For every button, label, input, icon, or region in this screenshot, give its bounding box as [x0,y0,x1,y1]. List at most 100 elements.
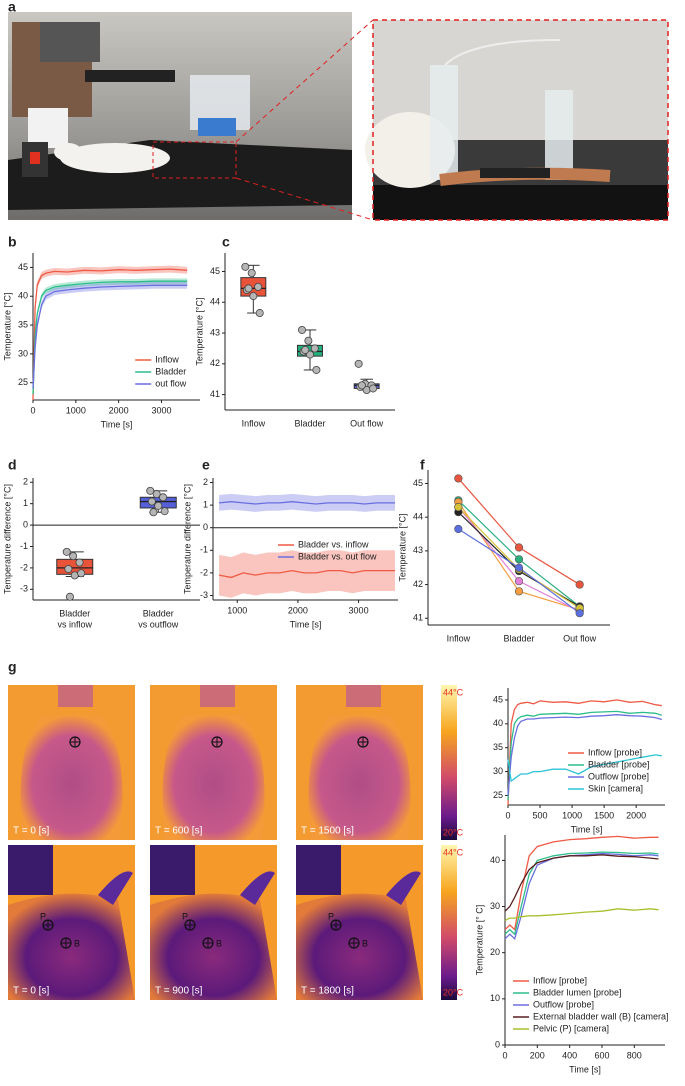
x-tick-label: 1000 [66,405,86,415]
colorbar-label: 44°C [443,687,464,697]
error-band [219,550,395,598]
series-line [507,710,662,801]
x-axis-title: Time [s] [290,619,322,629]
legend-label: Bladder vs. out flow [298,551,377,561]
y-tick-label: 0 [203,522,208,532]
series-line [504,854,659,912]
y-tick-label: 40 [490,855,500,865]
colorbar [441,845,457,1000]
y-tick-label: 45 [210,266,220,276]
y-tick-label: -1 [200,545,208,555]
data-point [575,580,584,589]
data-point [514,563,524,572]
legend-label: Inflow [probe] [588,747,642,757]
y-tick-label: -3 [200,590,208,600]
data-point [244,284,253,293]
legend-label: Bladder lumen [probe] [533,987,622,997]
y-tick-label: 43 [413,545,423,555]
x-tick-label: 3000 [151,405,171,415]
x-tick-label: Bladder [59,608,90,618]
frame-label: T = 1500 [s] [301,826,354,837]
y-tick-label: 45 [493,694,503,704]
data-point [514,543,524,552]
data-point [357,381,366,390]
thermal-image: T = 600 [s] [150,685,277,840]
target-cross [331,920,341,930]
thermal-hand [386,871,421,905]
y-axis-title: Temperature [° C] [474,905,484,976]
thermal-shadow [150,845,195,895]
frame-label: T = 0 [s] [13,826,49,837]
thermal-hand [98,871,133,905]
y-tick-label: 1 [203,499,208,509]
x-tick-label: 1000 [227,605,247,615]
y-tick-label: 35 [18,319,28,329]
thermal-shadow [296,845,341,895]
thermal-image: P B T = 900 [s] [150,845,277,1000]
y-tick-label: 41 [210,389,220,399]
frame-label: T = 0 [s] [13,986,49,997]
y-tick-label: 35 [493,742,503,752]
y-axis-title: Temperature [°C] [397,513,407,581]
x-tick-label: 1000 [562,810,582,820]
thermal-body [308,715,411,840]
data-point [160,507,169,516]
data-point [149,508,158,517]
thermal-device [58,685,93,707]
x-tick-label: 200 [530,1050,545,1060]
x-tick-label: 600 [594,1050,609,1060]
data-point [454,524,463,534]
data-point [575,609,584,618]
x-axis-title: Time [s] [571,824,603,834]
x-tick-label: 400 [562,1050,577,1060]
panel-label: f [420,457,425,473]
y-tick-label: 2 [23,477,28,487]
frame-label: T = 1800 [s] [301,986,354,997]
panel-label: d [8,457,17,473]
y-tick-label: 10 [490,993,500,1003]
series-line [504,852,659,941]
target-cross [61,938,71,948]
marker-label: P [328,911,334,921]
thermal-image: P B T = 1800 [s] [296,845,423,1000]
x-tick-label: 2000 [109,405,129,415]
series-line [507,754,662,783]
y-tick-label: -1 [20,541,28,551]
data-point [147,497,156,506]
series-line [218,569,395,579]
data-point [249,292,258,301]
thermal-body [162,715,265,840]
target-cross [43,920,53,930]
frame-label: T = 600 [s] [155,826,203,837]
data-point [305,350,314,359]
target-cross [203,938,213,948]
data-point [312,365,321,374]
legend-label: Bladder [155,366,186,376]
thermal-device [346,685,381,707]
y-tick-label: 0 [23,519,28,529]
marker-label: B [216,938,222,948]
y-tick-label: 30 [18,348,28,358]
error-band [33,278,188,398]
x-tick-label: Bladder [143,608,174,618]
y-axis-title: Temperature [°C] [2,292,12,360]
x-tick-label: 500 [533,810,548,820]
data-point [310,344,319,353]
data-point [301,345,310,354]
panel-label: e [202,457,210,473]
data-point [454,474,463,483]
x-tick-label: Bladder [503,633,534,643]
data-point [454,502,463,512]
y-tick-label: 30 [490,901,500,911]
x-tick-label: Inflow [242,418,266,428]
target-cross [349,938,359,948]
y-tick-label: -3 [20,584,28,594]
legend-label: Inflow [155,354,179,364]
y-tick-label: 40 [493,718,503,728]
series-line [32,284,188,389]
y-tick-label: 42 [413,579,423,589]
x-axis-title: Time [s] [569,1064,601,1074]
series-line [507,699,662,806]
y-tick-label: 30 [493,766,503,776]
